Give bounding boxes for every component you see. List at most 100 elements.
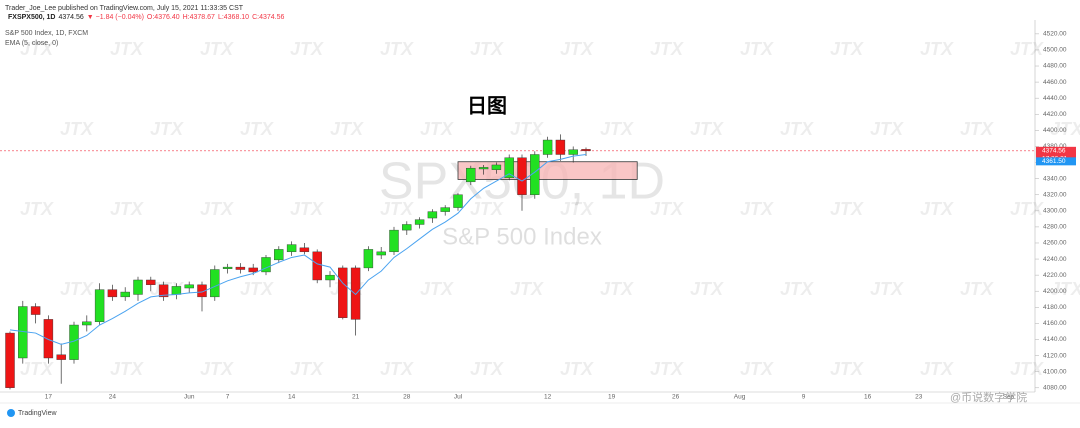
overlay-mark: JTX <box>1010 199 1044 219</box>
y-tick-label: 4420.00 <box>1043 111 1067 118</box>
ohlc-value: H:4378.67 <box>183 14 215 21</box>
price-label-box <box>1036 157 1076 166</box>
symbol-line: FXSPX500, 1D 4374.56 ▼ −1.84 (−0.04%) O:437… <box>8 14 285 21</box>
candle-body <box>312 251 322 281</box>
candle-body <box>363 249 374 269</box>
overlay-mark: JTX <box>960 279 994 299</box>
overlay-mark: JTX <box>1050 119 1080 139</box>
y-tick-label: 4120.00 <box>1043 352 1067 359</box>
y-tick-label: 4380.00 <box>1043 143 1067 150</box>
x-tick-label: 21 <box>352 394 360 401</box>
candle-body <box>440 207 450 212</box>
overlay-mark: JTX <box>380 359 414 379</box>
candle-body <box>184 284 194 289</box>
y-tick-label: 4180.00 <box>1043 304 1067 311</box>
overlay-mark: JTX <box>560 359 594 379</box>
annotation: 日图 <box>467 94 507 117</box>
candle-body <box>274 249 284 261</box>
credit: @币说数字学院 <box>950 390 1027 404</box>
overlay-mark: JTX <box>110 199 144 219</box>
overlay-mark: JTX <box>420 119 454 139</box>
watermark: S&P 500 Index <box>442 223 602 250</box>
overlay-mark: JTX <box>200 39 234 59</box>
candle-body <box>466 167 476 183</box>
overlay-mark: JTX <box>650 359 684 379</box>
candle-body <box>325 274 335 281</box>
candle-body <box>30 306 41 315</box>
overlay-mark: JTX <box>650 199 684 219</box>
candle-body <box>491 164 502 170</box>
candle-body <box>427 211 438 219</box>
y-tick-label: 4140.00 <box>1043 336 1067 343</box>
overlay-mark: JTX <box>920 199 954 219</box>
candle-body <box>389 229 399 253</box>
y-tick-label: 4520.00 <box>1043 31 1067 38</box>
candle-body <box>171 286 182 295</box>
candle-body <box>299 247 310 253</box>
candle-body <box>158 284 169 298</box>
overlay-mark: JTX <box>20 199 54 219</box>
ohlc-value: C:4374.56 <box>252 14 284 21</box>
overlay-mark: JTX <box>830 359 864 379</box>
candle-body <box>453 194 463 208</box>
x-tick-label: 9 <box>802 394 806 401</box>
overlay-mark: JTX <box>920 39 954 59</box>
candle-body <box>133 279 143 295</box>
candle-body <box>338 267 348 318</box>
y-tick-label: 4220.00 <box>1043 272 1067 279</box>
overlay-mark: JTX <box>240 279 274 299</box>
overlay-mark: JTX <box>470 39 504 59</box>
y-tick-label: 4100.00 <box>1043 368 1067 375</box>
last-price: 4374.56 <box>58 14 83 21</box>
candle-body <box>146 279 156 286</box>
overlay-mark: JTX <box>510 119 544 139</box>
overlay-mark: JTX <box>560 39 594 59</box>
x-tick-label: 19 <box>608 394 616 401</box>
overlay-mark: JTX <box>740 199 774 219</box>
overlay-mark: JTX <box>60 279 94 299</box>
candle-body <box>43 319 54 359</box>
overlay-mark: JTX <box>870 119 904 139</box>
overlay-mark: JTX <box>150 119 184 139</box>
overlay-mark: JTX <box>600 279 634 299</box>
ema-line <box>9 154 587 345</box>
overlay-mark: JTX <box>600 119 634 139</box>
candle-body <box>504 157 514 179</box>
candle-body <box>414 219 425 225</box>
candle-body <box>350 267 361 320</box>
x-tick-label: 7 <box>226 394 230 401</box>
candle-body <box>222 266 233 269</box>
candle-body <box>94 289 105 323</box>
overlay-mark: JTX <box>650 39 684 59</box>
y-tick-label: 4280.00 <box>1043 224 1067 231</box>
overlay-mark: JTX <box>1010 39 1044 59</box>
overlay-mark: JTX <box>830 199 864 219</box>
x-tick-label: 26 <box>672 394 680 401</box>
overlay-mark: JTX <box>380 39 414 59</box>
x-tick-label: Jun <box>184 394 195 401</box>
overlay-mark: JTX <box>870 279 904 299</box>
y-tick-label: 4460.00 <box>1043 79 1067 86</box>
overlay-mark: JTX <box>20 39 54 59</box>
price-label: 4361.50 <box>1042 158 1066 165</box>
y-tick-label: 4160.00 <box>1043 320 1067 327</box>
y-tick-label: 4260.00 <box>1043 240 1067 247</box>
overlay-mark: JTX <box>690 119 724 139</box>
overlay-mark: JTX <box>470 199 504 219</box>
overlay-mark: JTX <box>60 119 94 139</box>
overlay-mark: JTX <box>110 359 144 379</box>
overlay-mark: JTX <box>290 199 324 219</box>
overlay-mark: JTX <box>740 359 774 379</box>
overlay-mark: JTX <box>510 279 544 299</box>
y-tick-label: 4080.00 <box>1043 384 1067 391</box>
y-tick-label: 4440.00 <box>1043 95 1067 102</box>
candle-body <box>542 139 553 155</box>
candle-body <box>197 284 207 298</box>
y-tick-label: 4200.00 <box>1043 288 1067 295</box>
highlight-zone <box>457 161 638 180</box>
publisher: Trader_Joe_Lee published on TradingView.… <box>5 5 244 12</box>
x-tick-label: Jul <box>454 394 463 401</box>
